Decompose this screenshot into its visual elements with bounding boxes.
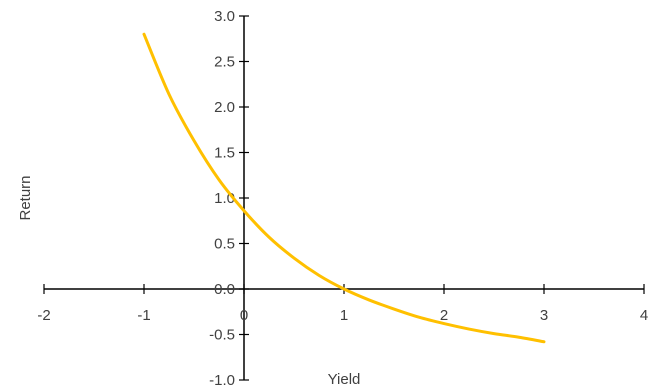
y-axis-title: Return — [17, 175, 34, 220]
y-tick-label: 2.5 — [214, 54, 235, 71]
series-line-0 — [142, 32, 546, 344]
y-tick-label: -1.0 — [209, 372, 235, 389]
x-tick-label: -2 — [37, 307, 50, 324]
y-ticks: 3.02.52.01.51.00.50.0-0.5-1.0 — [209, 8, 249, 389]
y-tick-label: 0.5 — [214, 236, 235, 253]
x-tick-label: -1 — [137, 307, 150, 324]
y-tick-label: 3.0 — [214, 8, 235, 25]
x-tick-label: 3 — [540, 307, 548, 324]
x-ticks: -2 -1 0 1 2 3 4 — [37, 284, 648, 324]
y-tick-label: -0.5 — [209, 327, 235, 344]
x-axis-title: Yield — [328, 371, 361, 388]
x-tick-label: 2 — [440, 307, 448, 324]
x-tick-label: 4 — [640, 307, 648, 324]
y-tick-label: 0.0 — [214, 281, 235, 298]
x-tick-label: 0 — [240, 307, 248, 324]
y-tick-label: 2.0 — [214, 99, 235, 116]
axes — [44, 16, 644, 380]
x-tick-label: 1 — [340, 307, 348, 324]
y-tick-label: 1.5 — [214, 145, 235, 162]
series-layer — [142, 32, 546, 344]
